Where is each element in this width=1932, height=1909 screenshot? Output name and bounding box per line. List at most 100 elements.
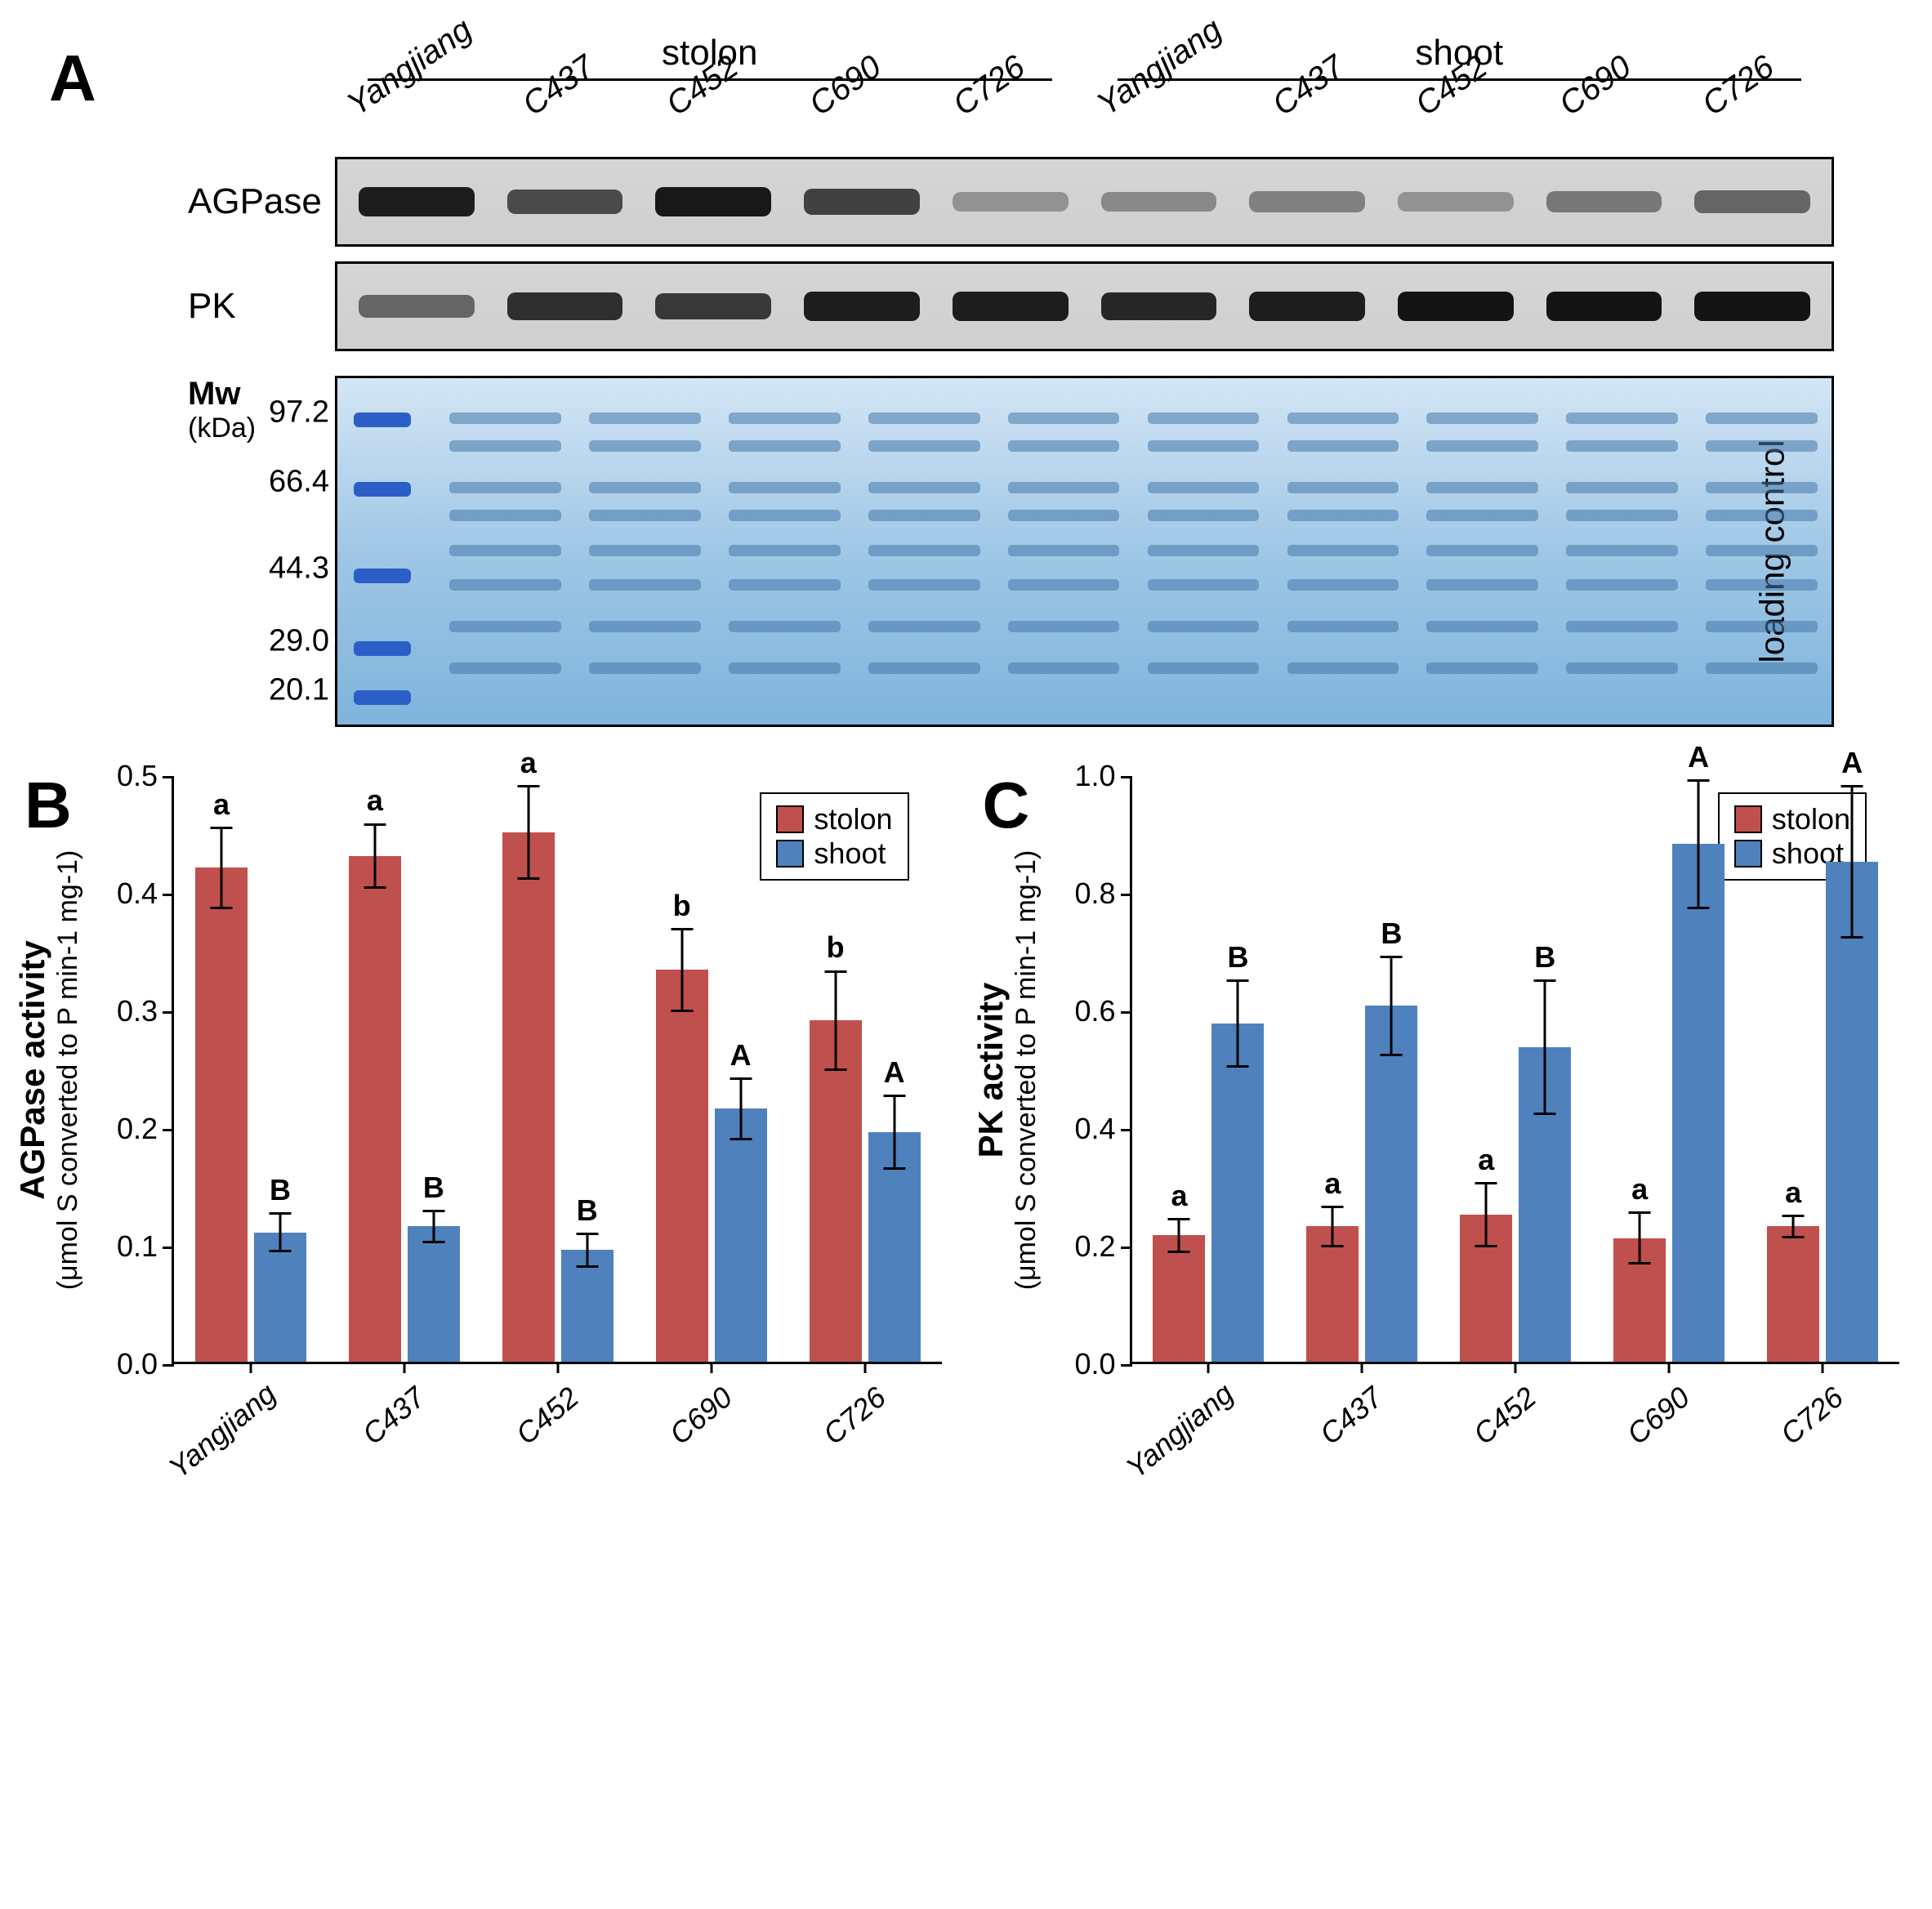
gel-lane	[1412, 378, 1552, 725]
significance-label: a	[367, 783, 383, 818]
ytick-label: 0.5	[117, 759, 174, 793]
gel-band	[1706, 413, 1818, 424]
gel-band	[449, 579, 561, 591]
xtick	[1361, 1362, 1363, 1373]
band	[1694, 190, 1810, 213]
band	[507, 190, 623, 215]
gel-band	[1706, 440, 1818, 452]
significance-label: B	[1227, 940, 1248, 975]
blot-label-pk: PK	[188, 286, 335, 327]
gel-band	[589, 413, 701, 424]
gel-band	[449, 662, 561, 674]
x-category-label: C690	[1621, 1380, 1697, 1451]
gel-band	[1287, 579, 1399, 591]
significance-label: b	[827, 930, 845, 965]
chart-b: aBYangjiangaBC437aBC452bAC690bAC726 0.00…	[172, 776, 942, 1364]
gel-band	[1706, 621, 1818, 632]
gel-band	[868, 482, 980, 493]
gel-lane	[1692, 378, 1832, 725]
band-lane	[342, 295, 491, 318]
gel-band	[1008, 545, 1120, 556]
gel-band	[1287, 440, 1399, 452]
error-bar	[1390, 956, 1393, 1055]
gel-band	[868, 579, 980, 591]
gel-band	[589, 510, 701, 521]
gel-band	[589, 579, 701, 591]
band	[1546, 191, 1662, 212]
ladder-band	[354, 413, 411, 427]
xtick	[863, 1362, 866, 1373]
ylabel-c: PK activity (μmol S converted to P min-1…	[970, 850, 1042, 1291]
gel-band	[1706, 579, 1818, 591]
bar-stolon: b	[656, 970, 708, 1362]
blot-row-agpase: AGPase	[188, 157, 1834, 247]
bar-shoot: B	[254, 1233, 306, 1362]
agpase-blot	[335, 157, 1834, 247]
significance-label: A	[730, 1038, 752, 1073]
gel-band	[1566, 579, 1678, 591]
x-category-label: C452	[1467, 1380, 1543, 1451]
band-lane	[936, 292, 1085, 320]
gel-band	[1148, 579, 1260, 591]
band-lane	[1530, 292, 1679, 321]
gel-band	[729, 413, 841, 424]
bar-stolon: a	[1767, 1226, 1819, 1362]
band-lane	[1085, 292, 1234, 320]
gel-band	[1008, 482, 1120, 493]
bars-c: aBYangjiangaBC437aBC452aAC690aAC726	[1132, 776, 1900, 1362]
bar-group: aBC437	[328, 776, 481, 1362]
x-category-label: Yangjiang	[162, 1376, 283, 1485]
band	[804, 189, 920, 215]
gel-band	[1008, 510, 1120, 521]
ytick-label: 0.4	[1074, 1112, 1131, 1146]
gel-band	[589, 621, 701, 632]
gel-band	[589, 440, 701, 452]
significance-label: a	[1324, 1166, 1341, 1201]
band-lane	[788, 189, 936, 215]
band-lane	[1678, 190, 1827, 213]
gel-band	[868, 621, 980, 632]
bar-group: bAC690	[635, 776, 788, 1362]
xtick	[403, 1362, 405, 1373]
gel-band	[1008, 413, 1120, 424]
pk-blot	[335, 261, 1834, 351]
error-bar	[1639, 1211, 1641, 1264]
significance-label: a	[1785, 1175, 1801, 1210]
significance-label: B	[1381, 917, 1402, 951]
gel-band	[1148, 545, 1260, 556]
bar-shoot: A	[1672, 844, 1725, 1362]
xtick	[556, 1362, 559, 1373]
gel-lane	[1134, 378, 1274, 725]
band-lane	[491, 190, 640, 215]
gel-lane	[1552, 378, 1692, 725]
ladder-tick-label: 44.3	[190, 551, 329, 587]
error-bar	[220, 827, 222, 909]
band-lane	[1530, 191, 1679, 212]
bar-stolon: a	[1613, 1238, 1666, 1362]
gel-band	[868, 413, 980, 424]
x-category-label: C690	[663, 1380, 738, 1451]
gel-band	[868, 662, 980, 674]
error-bar	[586, 1233, 588, 1268]
bar-group: aAC726	[1746, 776, 1899, 1362]
ytick-label: 0.4	[117, 876, 174, 911]
panels-b-c-row: B stolon shoot AGPase activity (μmol S c…	[33, 776, 1899, 1364]
gel-band	[449, 545, 561, 556]
significance-label: B	[423, 1171, 444, 1205]
significance-label: b	[673, 889, 691, 923]
significance-label: A	[1688, 740, 1709, 774]
blot-row-pk: PK	[188, 261, 1834, 351]
gel-band	[729, 440, 841, 452]
gel-band	[589, 662, 701, 674]
gel-band	[1566, 662, 1678, 674]
ladder-band	[354, 690, 411, 705]
loading-control-gel: 97.266.444.329.020.1 loading control	[335, 376, 1834, 727]
ylabel-c-unit: (μmol S converted to P min-1 mg-1)	[1010, 850, 1042, 1291]
gel-band	[449, 510, 561, 521]
gel-band	[1706, 482, 1818, 493]
panel-a: A stolon shoot YangjiangC437C452C690C726…	[33, 33, 1899, 727]
bar-group: aBC452	[481, 776, 635, 1362]
gel-band	[1287, 545, 1399, 556]
gel-band	[1426, 579, 1538, 591]
band	[359, 295, 475, 318]
